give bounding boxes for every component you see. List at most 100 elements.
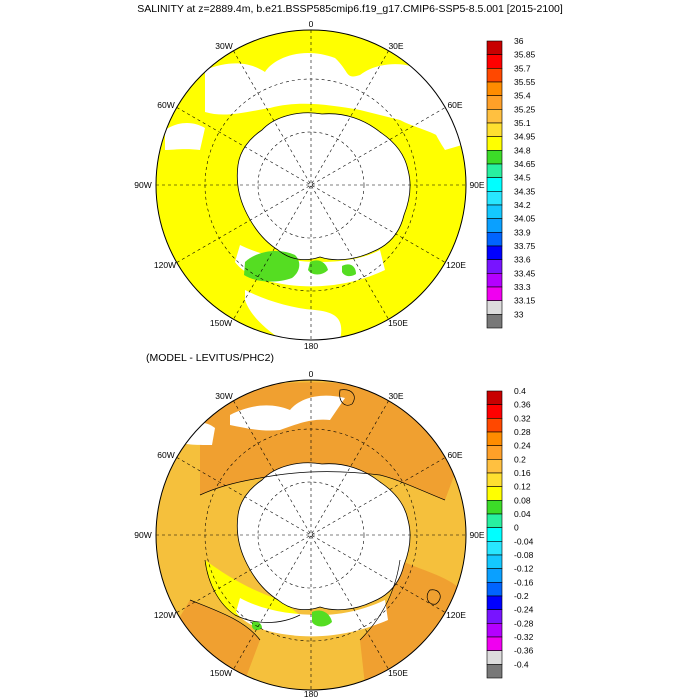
colorbar-top-label: 36 (514, 36, 524, 46)
colorbar-bottom-label: 0.36 (514, 400, 531, 410)
label-150e: 150E (388, 318, 408, 328)
colorbar-bottom-swatch (486, 568, 503, 583)
colorbar-top-swatch (486, 191, 503, 206)
colorbar-top-swatch (486, 81, 503, 96)
colorbar-bottom-label: -0.08 (514, 550, 534, 560)
label-90e: 90E (469, 180, 484, 190)
diff-land-northwest (175, 422, 215, 445)
colorbar-top-label: 33.45 (514, 268, 536, 278)
colorbar-top-swatch (486, 273, 503, 288)
colorbar-bottom-label: -0.24 (514, 605, 534, 615)
colorbar-top-swatch (486, 314, 503, 329)
difference-title: (MODEL - LEVITUS/PHC2) (146, 352, 274, 364)
diff-label-120e: 120E (446, 610, 466, 620)
colorbar-top-label: 34.5 (514, 173, 531, 183)
colorbar-bottom-swatch (486, 486, 503, 501)
diff-label-150w: 150W (210, 668, 232, 678)
colorbar-bottom-label: -0.32 (514, 632, 534, 642)
colorbar-top-label: 33.75 (514, 241, 536, 251)
colorbar-top-swatch (486, 54, 503, 69)
label-90w: 90W (134, 180, 151, 190)
colorbar-bottom-swatch (486, 445, 503, 460)
colorbar-bottom-swatch (486, 636, 503, 651)
colorbar-bottom-swatch (486, 650, 503, 665)
colorbar-top-swatch (486, 204, 503, 219)
colorbar-top-label: 34.2 (514, 200, 531, 210)
colorbar-top-swatch (486, 68, 503, 83)
colorbar-top-label: 33.15 (514, 296, 536, 306)
diff-orange-east (360, 560, 462, 685)
colorbar-bottom-swatch (486, 418, 503, 433)
colorbar-top-swatch (486, 232, 503, 247)
salinity-map: 0 30E 60E 90E 120E 150E 180 150W 120W 90… (134, 19, 485, 351)
lon-labels-bottom: 0 30E 60E 90E 120E 150E 180 150W 120W 90… (134, 369, 485, 699)
colorbar-top-swatch (486, 40, 503, 55)
colorbar-bottom-swatch (486, 459, 503, 474)
label-120e: 120E (446, 260, 466, 270)
antarctica-land (237, 112, 411, 260)
colorbar-bottom-swatch (486, 664, 503, 679)
colorbar-top-swatch (486, 150, 503, 165)
colorbar-bottom-swatch (486, 582, 503, 597)
colorbar-top-label: 35.25 (514, 104, 536, 114)
diff-label-90e: 90E (469, 530, 484, 540)
colorbar-bottom-swatch (486, 623, 503, 638)
figure-title: SALINITY at z=2889.4m, b.e21.BSSP585cmip… (137, 3, 563, 15)
label-150w: 150W (210, 318, 232, 328)
diff-label-150e: 150E (388, 668, 408, 678)
colorbar-top-swatch (486, 109, 503, 124)
colorbar-top-label: 34.65 (514, 159, 536, 169)
colorbar-bottom-label: 0.08 (514, 495, 531, 505)
colorbar-top-label: 35.4 (514, 91, 531, 101)
colorbar-top-label: 33.3 (514, 282, 531, 292)
diff-label-0: 0 (309, 369, 314, 379)
diff-antarctica-land (237, 462, 411, 610)
map-border (155, 29, 467, 341)
colorbar-bottom-label: 0.12 (514, 482, 531, 492)
colorbar-bottom-swatch (486, 431, 503, 446)
colorbar-bottom-swatch (486, 390, 503, 405)
colorbar-top-swatch (486, 286, 503, 301)
green-patch-3 (342, 264, 356, 277)
diff-meridian-lines (156, 380, 466, 690)
green-patch-1 (244, 250, 300, 282)
colorbar-top-label: 33 (514, 309, 524, 319)
diff-map-border (155, 379, 467, 691)
colorbar-bottom-label: -0.4 (514, 659, 529, 669)
lon-labels-top: 0 30E 60E 90E 120E 150E 180 150W 120W 90… (134, 19, 485, 351)
colorbar-bottom-swatch (486, 527, 503, 542)
colorbar-bottom-swatch (486, 595, 503, 610)
southern-land (245, 290, 342, 340)
diff-label-60w: 60W (157, 450, 174, 460)
colorbar-top-label: 34.35 (514, 186, 536, 196)
colorbar-bottom-label: 0.32 (514, 413, 531, 423)
meridian-lines (156, 30, 466, 340)
colorbar-top-swatch (486, 300, 503, 315)
diff-contours (189, 389, 446, 641)
land-mass-north (205, 52, 457, 140)
diff-label-30e: 30E (388, 391, 403, 401)
colorbar-bottom-label: 0.16 (514, 468, 531, 478)
colorbar-top-swatch (486, 259, 503, 274)
colorbar-top-label: 35.85 (514, 50, 536, 60)
label-30w: 30W (215, 41, 232, 51)
colorbar-bottom-label: -0.36 (514, 646, 534, 656)
colorbar-top-label: 35.7 (514, 63, 531, 73)
difference-map: 0 30E 60E 90E 120E 150E 180 150W 120W 90… (134, 369, 485, 699)
colorbar-bottom-label: 0.04 (514, 509, 531, 519)
diff-label-180: 180 (304, 689, 318, 699)
diff-antarctica-coastline (236, 462, 411, 611)
colorbar-bottom-swatch (486, 500, 503, 515)
green-patch-2 (308, 260, 328, 275)
land-mass-east (420, 95, 462, 150)
colorbar-top-swatch (486, 218, 503, 233)
colorbar-bottom-label: -0.28 (514, 618, 534, 628)
label-0: 0 (309, 19, 314, 29)
diff-label-120w: 120W (154, 610, 176, 620)
diff-label-30w: 30W (215, 391, 232, 401)
label-180: 180 (304, 341, 318, 351)
colorbar-top-swatch (486, 95, 503, 110)
colorbar-top-swatch (486, 163, 503, 178)
colorbar-top-label: 34.05 (514, 214, 536, 224)
